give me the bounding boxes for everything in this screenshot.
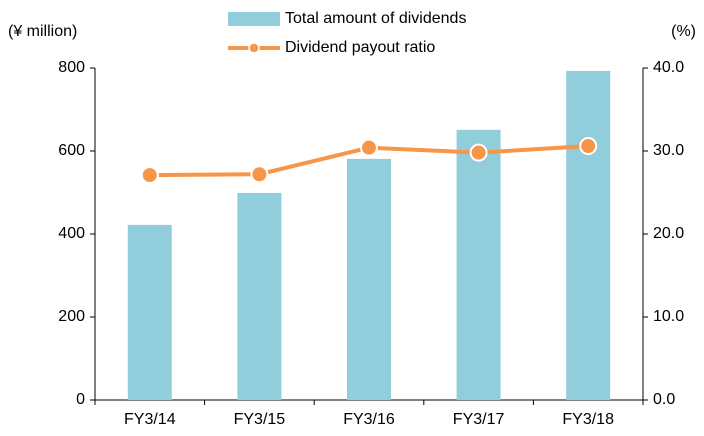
y2-tick-label: 40.0 — [653, 59, 684, 76]
x-tick-label: FY3/15 — [234, 411, 286, 428]
y2-axis-label: (%) — [671, 23, 696, 40]
line-marker — [250, 165, 269, 184]
legend-label: Total amount of dividends — [285, 10, 466, 27]
y-tick-label: 200 — [58, 308, 85, 325]
y2-tick-label: 10.0 — [653, 308, 684, 325]
bar — [566, 70, 611, 400]
y2-tick-label: 30.0 — [653, 142, 684, 159]
legend-marker — [248, 42, 260, 54]
y-tick-label: 600 — [58, 142, 85, 159]
y2-tick-label: 20.0 — [653, 225, 684, 242]
line-marker — [579, 137, 598, 156]
line-marker — [360, 138, 378, 157]
x-tick-label: FY3/14 — [124, 411, 176, 428]
legend-label: Dividend payout ratio — [285, 39, 435, 56]
line-marker — [140, 166, 159, 185]
bar — [237, 192, 282, 400]
x-tick-label: FY3/17 — [453, 411, 505, 428]
y-axis-label: (¥ million) — [8, 23, 77, 40]
y-tick-label: 800 — [58, 59, 85, 76]
y-tick-label: 0 — [76, 391, 85, 408]
y-tick-label: 400 — [58, 225, 85, 242]
x-tick-label: FY3/18 — [562, 411, 614, 428]
bar — [347, 158, 391, 400]
bar — [127, 224, 172, 400]
line-marker — [469, 143, 488, 162]
y2-tick-label: 0.0 — [653, 391, 675, 408]
bar — [456, 129, 501, 400]
legend-swatch — [228, 12, 280, 26]
x-tick-label: FY3/16 — [343, 411, 395, 428]
